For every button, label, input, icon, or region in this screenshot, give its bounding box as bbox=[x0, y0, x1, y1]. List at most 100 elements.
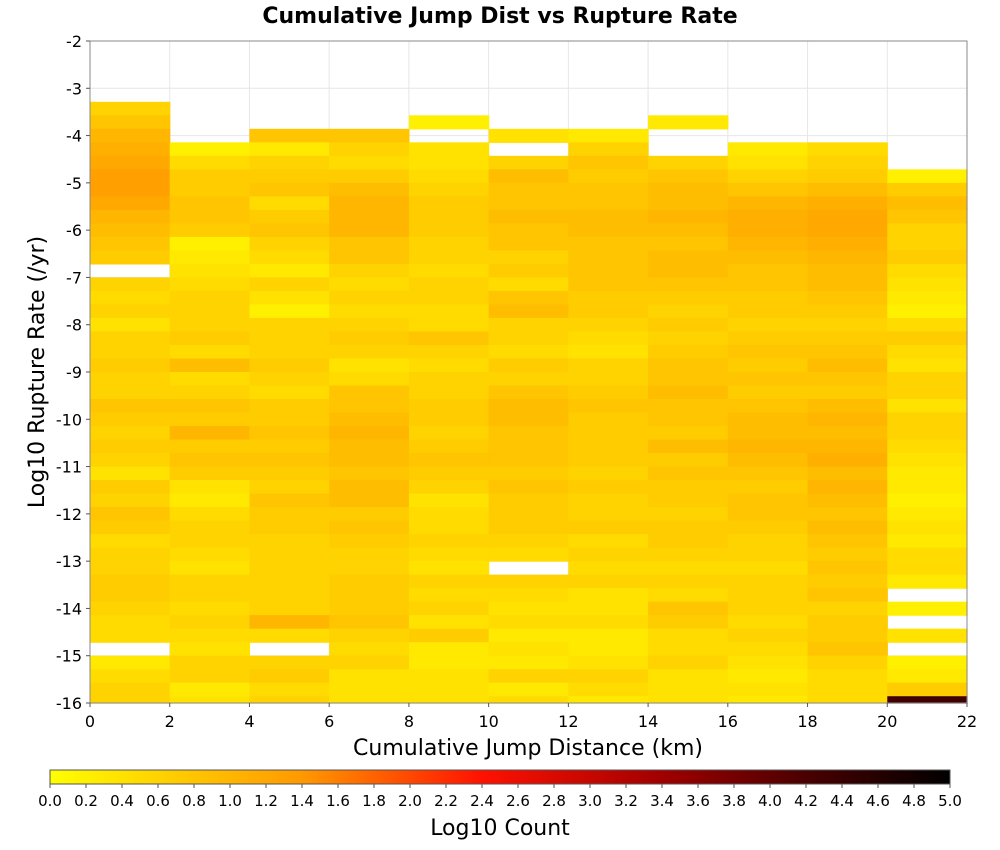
heatmap-cell bbox=[727, 331, 809, 346]
heatmap-cell bbox=[887, 399, 968, 414]
heatmap-cell bbox=[329, 561, 410, 576]
heatmap-cell bbox=[568, 304, 649, 319]
heatmap-cell bbox=[329, 696, 410, 704]
colorbar-tick-label: 2.2 bbox=[434, 792, 458, 810]
heatmap-cell bbox=[887, 250, 968, 265]
heatmap-cell bbox=[249, 196, 330, 211]
heatmap-cell bbox=[329, 142, 410, 157]
heatmap-cell bbox=[169, 453, 251, 468]
heatmap-cell bbox=[488, 466, 569, 481]
heatmap-cell bbox=[249, 520, 330, 535]
heatmap-cell bbox=[568, 493, 649, 508]
heatmap-cell bbox=[807, 655, 888, 670]
heatmap-cell bbox=[887, 534, 968, 549]
heatmap-cell bbox=[727, 628, 809, 643]
heatmap-cell bbox=[90, 371, 171, 387]
heatmap-cell bbox=[568, 520, 649, 535]
heatmap-cell bbox=[648, 196, 729, 211]
heatmap-cell bbox=[249, 615, 330, 630]
heatmap-cell bbox=[488, 371, 569, 387]
heatmap-cell bbox=[568, 263, 649, 279]
heatmap-cell bbox=[568, 169, 649, 184]
heatmap-cell bbox=[169, 236, 251, 252]
heatmap-cell bbox=[488, 601, 569, 616]
heatmap-cell bbox=[488, 696, 569, 704]
heatmap-cell bbox=[807, 507, 888, 522]
heatmap-cell bbox=[408, 196, 490, 211]
heatmap-cell bbox=[727, 480, 809, 495]
heatmap-cell bbox=[169, 426, 251, 441]
heatmap-cell bbox=[887, 696, 968, 704]
heatmap-cell bbox=[408, 615, 490, 630]
x-tick-label: 8 bbox=[404, 712, 414, 731]
heatmap-cell bbox=[408, 493, 490, 508]
heatmap-cell bbox=[408, 385, 490, 400]
heatmap-cell bbox=[887, 304, 968, 319]
heatmap-cell bbox=[408, 453, 490, 468]
heatmap-cell bbox=[887, 209, 968, 224]
heatmap-cell bbox=[727, 344, 809, 360]
heatmap-cell bbox=[249, 628, 330, 643]
heatmap-cell bbox=[169, 669, 251, 684]
heatmap-cell bbox=[90, 250, 171, 265]
heatmap-cell bbox=[90, 615, 171, 630]
heatmap-cell bbox=[90, 493, 171, 508]
heatmap-cell bbox=[488, 331, 569, 346]
heatmap-cell bbox=[169, 290, 251, 306]
heatmap-cell bbox=[408, 358, 490, 373]
heatmap-cell bbox=[807, 209, 888, 224]
heatmap-cell bbox=[249, 128, 330, 143]
heatmap-cell bbox=[568, 358, 649, 373]
heatmap-cell bbox=[249, 142, 330, 157]
x-axis-ticks: 0 2 4 6 8 10 12 14 16 18 20 22 bbox=[85, 703, 977, 731]
heatmap-cell bbox=[329, 439, 410, 454]
heatmap-cell bbox=[727, 169, 809, 184]
heatmap-cell bbox=[807, 344, 888, 360]
heatmap-cell bbox=[727, 358, 809, 373]
heatmap-cell bbox=[727, 507, 809, 522]
heatmap-cell bbox=[887, 385, 968, 400]
heatmap-cell bbox=[648, 223, 729, 238]
heatmap-cell bbox=[169, 169, 251, 184]
heatmap-cell bbox=[90, 696, 171, 704]
heatmap-cell bbox=[90, 209, 171, 224]
heatmap-cell bbox=[408, 331, 490, 346]
heatmap-cell bbox=[648, 453, 729, 468]
heatmap-cell bbox=[169, 358, 251, 373]
heatmap-cell bbox=[329, 547, 410, 562]
heatmap-cell bbox=[329, 371, 410, 387]
y-tick-label: -6 bbox=[66, 221, 82, 240]
heatmap-cell bbox=[329, 128, 410, 143]
colorbar-tick-label: 4.8 bbox=[902, 792, 926, 810]
heatmap-cell bbox=[887, 439, 968, 454]
y-tick-label: -7 bbox=[66, 268, 82, 287]
heatmap-cell bbox=[568, 371, 649, 387]
heatmap-cell bbox=[648, 277, 729, 292]
heatmap-cell bbox=[169, 412, 251, 427]
x-tick-label: 4 bbox=[244, 712, 254, 731]
heatmap-cell bbox=[249, 682, 330, 697]
x-axis-label: Cumulative Jump Distance (km) bbox=[353, 736, 703, 761]
heatmap-cell bbox=[807, 290, 888, 306]
heatmap-cell bbox=[329, 209, 410, 224]
heatmap-cell bbox=[568, 250, 649, 265]
heatmap-cell bbox=[249, 182, 330, 197]
heatmap-cell bbox=[408, 250, 490, 265]
heatmap-cell bbox=[249, 358, 330, 373]
heatmap-cell bbox=[887, 331, 968, 346]
heatmap-cell bbox=[568, 236, 649, 252]
heatmap-cell bbox=[169, 209, 251, 224]
heatmap-cell bbox=[568, 466, 649, 481]
heatmap-cell bbox=[488, 277, 569, 292]
heatmap-cell bbox=[727, 588, 809, 603]
heatmap-cell bbox=[887, 574, 968, 589]
heatmap-cell bbox=[648, 682, 729, 697]
heatmap-cell bbox=[727, 209, 809, 224]
heatmap-cell bbox=[887, 223, 968, 238]
heatmap-cell bbox=[568, 223, 649, 238]
heatmap-cell bbox=[648, 304, 729, 319]
heatmap-cell bbox=[488, 642, 569, 657]
heatmap-cell bbox=[408, 426, 490, 441]
heatmap-cell bbox=[727, 223, 809, 238]
